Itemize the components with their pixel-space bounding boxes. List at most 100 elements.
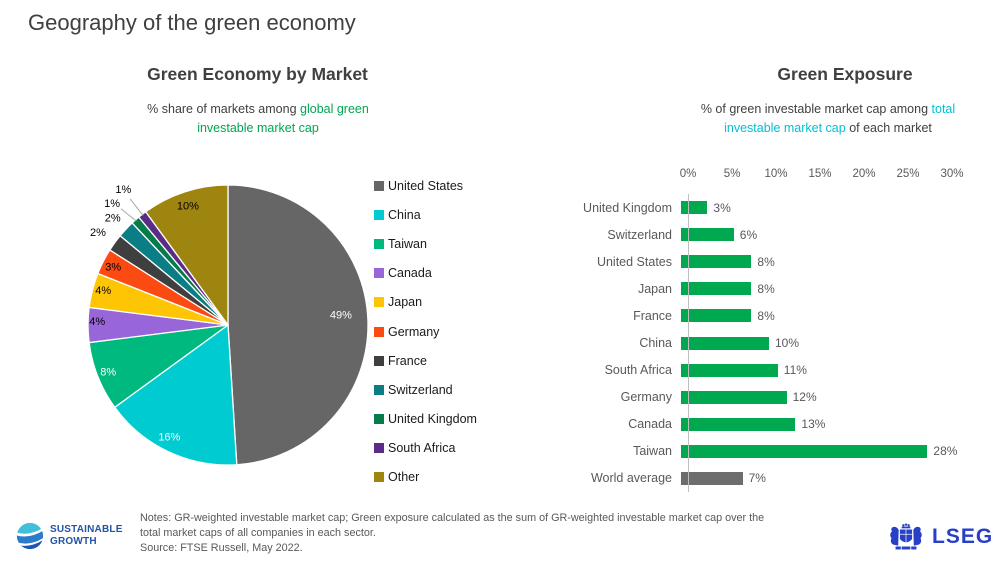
bar-rows: United Kingdom 3% Switzerland 6% United Stat… [566, 194, 992, 493]
bar-axis-tick: 20% [852, 168, 876, 180]
bar-category-label: China [639, 336, 672, 351]
legend-label: France [388, 353, 427, 368]
bar-subtitle-suffix: of each market [845, 121, 932, 136]
bar-subtitle-highlight: total investable market cap [724, 102, 956, 136]
bar-row-china: China 10% [566, 329, 992, 356]
legend-label: Japan [388, 295, 423, 310]
bar-rect [681, 336, 769, 350]
notes-line-1: Notes: GR-weighted investable market cap… [140, 512, 765, 524]
pie-legend: United States China Taiwan Canada Japan Germa… [374, 171, 477, 492]
legend-item-united-states: United States [374, 171, 477, 200]
logo-line-1: SUSTAINABLE [50, 524, 123, 535]
legend-swatch [374, 414, 384, 425]
pie-slice-china [114, 324, 238, 466]
bar-row-world-average: World average 7% [566, 465, 992, 492]
legend-label: Germany [388, 324, 440, 339]
bar-value-label: 11% [783, 363, 807, 378]
bar-value-label: 13% [801, 417, 826, 432]
lseg-logo: LSEG [886, 522, 993, 551]
pie-data-label: 16% [158, 432, 180, 444]
legend-swatch [374, 209, 384, 220]
legend-swatch [374, 238, 384, 249]
legend-swatch [374, 180, 384, 191]
legend-swatch [374, 443, 384, 454]
bar-rect [681, 444, 928, 458]
bar-row-canada: Canada 13% [566, 411, 992, 438]
sustainable-growth-logo: SUSTAINABLE GROWTH [15, 521, 123, 551]
bar-row-germany: Germany 12% [566, 384, 992, 411]
bar-category-label: United Kingdom [583, 200, 672, 215]
logo-line-2: GROWTH [50, 536, 97, 547]
pie-slice-other [145, 184, 229, 326]
bar-panel-subtitle: % of green investable market cap among t… [682, 100, 974, 139]
legend-label: South Africa [388, 441, 456, 456]
legend-label: Switzerland [388, 382, 453, 397]
bar-value-label: 12% [792, 390, 817, 405]
bar-category-label: Switzerland [607, 227, 672, 242]
bar-category-label: Germany [620, 390, 672, 405]
bar-value-label: 8% [757, 254, 775, 269]
bar-chart: 0% 5% 10% 15% 20% 25% 30% United Kingdom 3% Swit… [566, 164, 992, 504]
bar-category-label: South Africa [604, 363, 672, 378]
pie-data-label: 4% [95, 285, 111, 297]
bar-axis-tick: 10% [764, 168, 788, 180]
bar-rect [681, 417, 796, 431]
bar-axis-ticks: 0% 5% 10% 15% 20% 25% 30% [680, 168, 964, 182]
bar-axis-tick: 5% [723, 168, 741, 180]
pie-leader-line [120, 208, 137, 222]
lseg-wordmark: LSEG [932, 524, 994, 548]
bar-row-south-africa: South Africa 11% [566, 357, 992, 384]
bar-axis-tick: 30% [940, 168, 964, 180]
bar-rect [681, 201, 708, 215]
bar-category-label: Japan [637, 281, 672, 296]
pie-data-label: 2% [105, 213, 121, 225]
bar-axis-tick: 25% [896, 168, 920, 180]
legend-item-united-kingdom: United Kingdom [374, 405, 477, 434]
legend-swatch [374, 326, 384, 337]
legend-item-china: China [374, 200, 477, 229]
pie-panel-subtitle: % share of markets among global green in… [132, 100, 384, 139]
bar-subtitle-text: % of green investable market cap among [700, 102, 932, 116]
pie-leader-line [129, 198, 144, 216]
footer-notes: Notes: GR-weighted investable market cap… [140, 511, 910, 556]
bar-category-label: France [633, 308, 672, 323]
bar-rect [681, 363, 778, 377]
bar-track: 10% [680, 336, 992, 350]
bar-row-united-states: United States 8% [566, 248, 992, 275]
bar-track: 8% [680, 282, 992, 296]
bar-track: 3% [680, 201, 992, 215]
bar-row-france: France 8% [566, 302, 992, 329]
legend-item-taiwan: Taiwan [374, 229, 477, 258]
legend-item-canada: Canada [374, 259, 477, 288]
legend-label: Canada [388, 266, 432, 281]
pie-chart: 49% 16% 8% 4% 4% 3% 2% 2% 1% 1% 10% [87, 184, 369, 466]
legend-label: United Kingdom [388, 412, 477, 427]
notes-line-2: total market caps of all companies in ea… [140, 527, 376, 539]
bar-value-label: 8% [757, 308, 775, 323]
bar-panel-title: Green Exposure [777, 64, 913, 84]
legend-swatch [374, 472, 384, 483]
bar-rect [681, 390, 787, 404]
pie-data-label: 4% [89, 316, 105, 328]
bar-value-label: 8% [757, 281, 775, 296]
bar-value-label: 28% [933, 444, 958, 459]
bar-axis-tick: 15% [808, 168, 832, 180]
bar-track: 6% [680, 228, 992, 242]
legend-item-france: France [374, 346, 477, 375]
legend-item-japan: Japan [374, 288, 477, 317]
bar-track: 12% [680, 390, 992, 404]
legend-swatch [374, 355, 384, 366]
bar-rect [681, 282, 752, 296]
bar-category-label: World average [590, 471, 672, 486]
bar-track: 7% [680, 471, 992, 485]
bar-value-label: 3% [713, 200, 731, 215]
pie-data-label: 2% [90, 227, 106, 239]
pie-slice-united-states [227, 184, 369, 466]
bar-rect [681, 471, 743, 485]
bar-track: 28% [680, 444, 992, 458]
legend-label: Taiwan [388, 236, 427, 251]
pie-data-label: 3% [105, 261, 121, 273]
pie-data-label: 1% [104, 198, 120, 210]
pie-data-label: 8% [100, 366, 116, 378]
pie-subtitle-highlight: global green investable market cap [197, 102, 369, 136]
